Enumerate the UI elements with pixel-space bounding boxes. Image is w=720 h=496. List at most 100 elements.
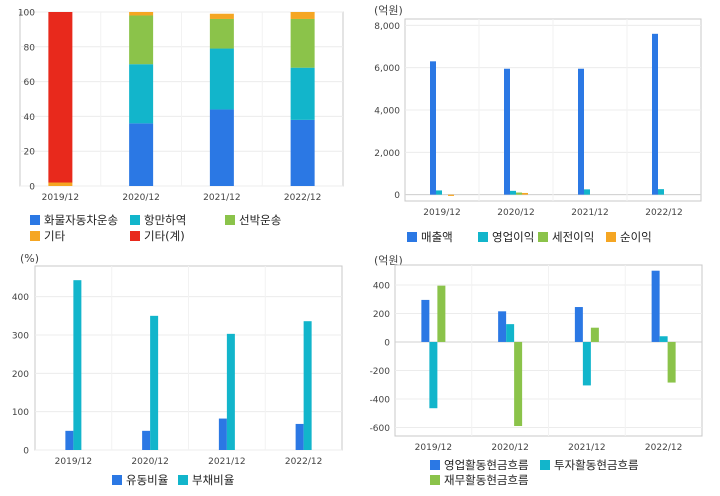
bar-segment bbox=[209, 18, 234, 49]
legend-item: 매출액 bbox=[407, 229, 453, 245]
legend-label: 투자활동현금흐름 bbox=[554, 458, 639, 472]
legend-label: 기타 bbox=[44, 229, 66, 243]
chart-2-plot: 0 2,000 4,000 6,000 8,000 2019/12 2020/12 2021/… bbox=[374, 18, 702, 218]
bar bbox=[578, 68, 584, 195]
bar bbox=[303, 321, 312, 450]
x-tick-label: 2022/12 bbox=[284, 193, 321, 203]
bar bbox=[142, 430, 151, 450]
legend-label: 재무활동현금흐름 bbox=[444, 473, 529, 487]
bar-segment bbox=[129, 123, 154, 186]
legend-item: 영업활동현금흐름 bbox=[430, 457, 529, 473]
x-tick-label: 2022/12 bbox=[645, 443, 682, 453]
bar bbox=[498, 311, 507, 342]
x-tick-label: 2021/12 bbox=[208, 457, 245, 467]
y-tick-label: 100 bbox=[18, 9, 35, 19]
chart-ratios: (%) 0 100 200 300 400 2019/12 2020/12 2021/12 20… bbox=[0, 248, 360, 496]
bar bbox=[514, 341, 523, 427]
bar bbox=[448, 194, 454, 196]
bar-segment bbox=[48, 12, 73, 183]
legend-swatch bbox=[30, 215, 40, 225]
x-tick-label: 2020/12 bbox=[122, 193, 159, 203]
y-tick-label: 60 bbox=[24, 78, 36, 88]
legend-item: 순이익 bbox=[606, 229, 652, 245]
legend-item: 투자활동현금흐름 bbox=[540, 457, 639, 473]
chart-4-plot: -600 -400 -200 0 200 400 2019/12 2020/12 2021/12… bbox=[370, 264, 703, 453]
chart-business-composition: 0 20 40 60 80 100 2019/12 2020/12 2021/12 2022/12… bbox=[0, 0, 360, 248]
bar-segment bbox=[129, 12, 154, 16]
bar-segment bbox=[129, 64, 154, 124]
y-tick-label: -400 bbox=[370, 395, 391, 405]
bar bbox=[582, 341, 591, 386]
bar-segment bbox=[129, 15, 154, 65]
bar bbox=[516, 192, 522, 195]
bar bbox=[437, 285, 446, 342]
y-tick-label: 200 bbox=[373, 310, 390, 320]
legend-swatch bbox=[225, 215, 235, 225]
y-tick-label: 80 bbox=[24, 43, 36, 53]
bar bbox=[510, 190, 516, 195]
legend-swatch bbox=[538, 232, 548, 242]
legend-swatch bbox=[130, 231, 140, 241]
chart-2-unit: (억원) bbox=[374, 4, 403, 17]
bar bbox=[584, 189, 590, 195]
bar bbox=[436, 190, 442, 195]
x-tick-label: 2019/12 bbox=[423, 208, 460, 218]
bar-segment bbox=[209, 13, 234, 19]
y-tick-label: 4,000 bbox=[374, 107, 400, 117]
bar bbox=[226, 333, 235, 450]
legend-swatch bbox=[540, 460, 550, 470]
legend-item: 선박운송 bbox=[225, 212, 281, 228]
bar bbox=[590, 327, 599, 342]
legend-swatch bbox=[178, 475, 188, 485]
y-tick-label: 40 bbox=[24, 113, 36, 123]
x-tick-label: 2022/12 bbox=[285, 457, 322, 467]
bar bbox=[65, 430, 74, 450]
chart-2-legend: 매출액 영업이익 세전이익 순이익 bbox=[360, 0, 720, 248]
bar-segment bbox=[48, 182, 73, 186]
chart-4-unit: (억원) bbox=[374, 254, 403, 267]
y-tick-label: 400 bbox=[373, 281, 390, 291]
legend-label: 항만하역 bbox=[144, 213, 187, 227]
y-tick-label: 300 bbox=[12, 332, 29, 342]
legend-label: 영업활동현금흐름 bbox=[444, 458, 529, 472]
chart-income: (억원) 0 2,000 4,000 6,000 8,000 2019/12 2020/12… bbox=[360, 0, 720, 248]
y-tick-label: 2,000 bbox=[374, 149, 400, 159]
y-tick-label: 0 bbox=[394, 191, 400, 201]
legend-item: 세전이익 bbox=[538, 229, 594, 245]
legend-label: 세전이익 bbox=[552, 230, 595, 244]
legend-swatch bbox=[30, 231, 40, 241]
y-tick-label: -200 bbox=[370, 367, 391, 377]
y-tick-label: 0 bbox=[29, 183, 35, 193]
bar bbox=[421, 299, 430, 342]
x-tick-label: 2019/12 bbox=[415, 443, 452, 453]
legend-label: 매출액 bbox=[421, 230, 453, 244]
bar bbox=[651, 270, 660, 342]
legend-swatch bbox=[430, 475, 440, 485]
legend-item: 재무활동현금흐름 bbox=[430, 472, 529, 488]
bar bbox=[506, 324, 515, 342]
legend-swatch bbox=[130, 215, 140, 225]
legend-swatch bbox=[606, 232, 616, 242]
x-tick-label: 2020/12 bbox=[131, 457, 168, 467]
bar bbox=[574, 307, 583, 342]
bar bbox=[218, 418, 227, 450]
y-tick-label: 8,000 bbox=[374, 22, 400, 32]
bar bbox=[73, 280, 82, 450]
x-tick-label: 2021/12 bbox=[568, 443, 605, 453]
bar-segment bbox=[209, 48, 234, 110]
legend-label: 부채비율 bbox=[192, 473, 235, 487]
chart-3-legend: 유동비율 부채비율 bbox=[0, 248, 360, 496]
bar bbox=[429, 341, 438, 409]
y-tick-label: 400 bbox=[12, 293, 29, 303]
bar-segment bbox=[290, 12, 315, 19]
legend-swatch bbox=[478, 232, 488, 242]
y-tick-label: 0 bbox=[384, 338, 390, 348]
legend-item: 기타(계) bbox=[130, 228, 185, 244]
x-tick-label: 2020/12 bbox=[497, 208, 534, 218]
x-tick-label: 2019/12 bbox=[55, 457, 92, 467]
legend-item: 화물자동차운송 bbox=[30, 212, 118, 228]
x-tick-label: 2021/12 bbox=[203, 193, 240, 203]
bar bbox=[652, 33, 658, 195]
